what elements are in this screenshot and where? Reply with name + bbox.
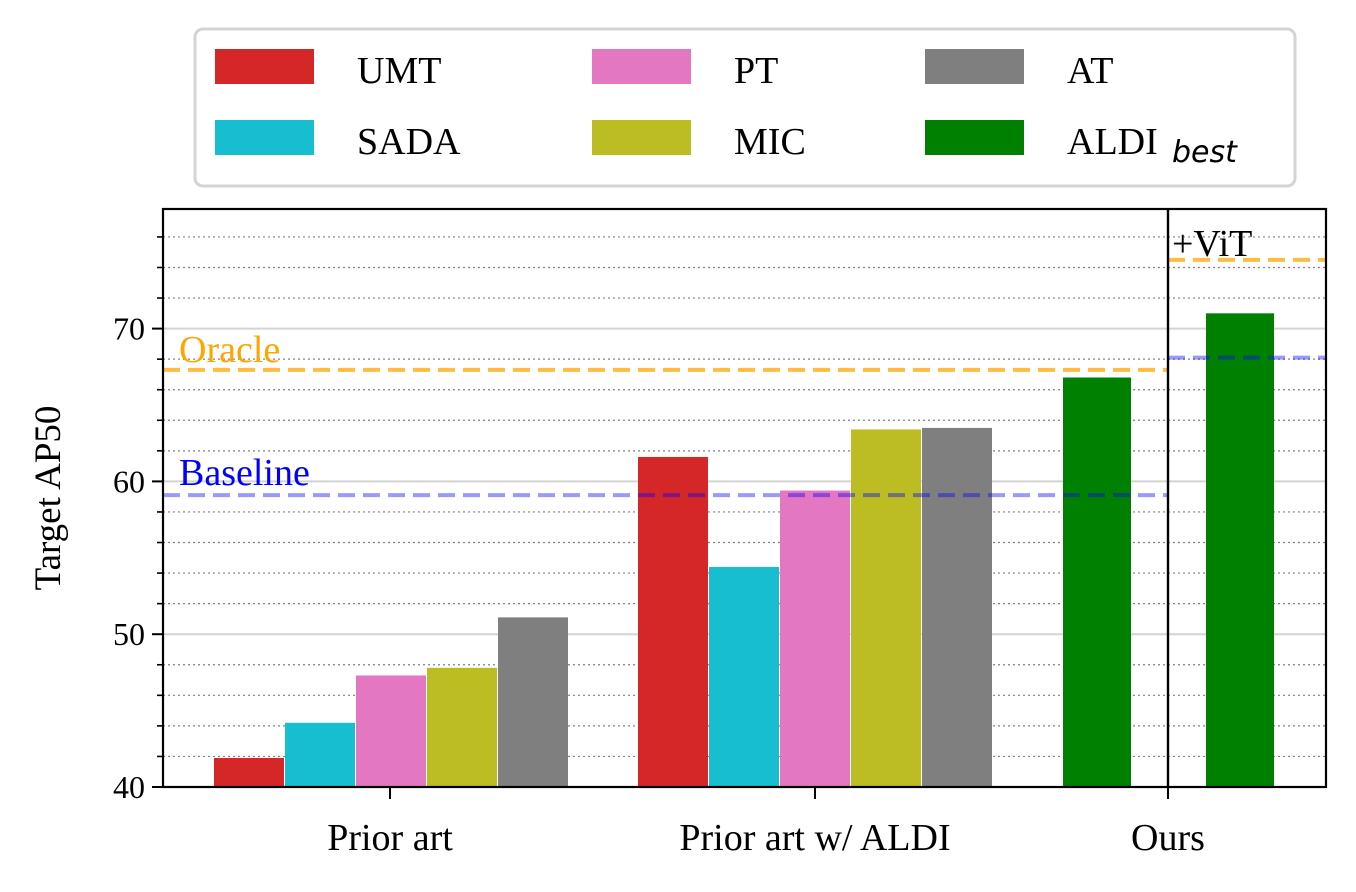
legend-label-at: AT — [1067, 50, 1113, 92]
bars — [214, 313, 1274, 787]
y-tick-label: 40 — [113, 769, 145, 805]
legend-label-pt: PT — [734, 50, 778, 92]
legend-swatch-at — [925, 49, 1024, 84]
x-tick-label: Prior art — [327, 817, 453, 859]
bar-prior-art-mic — [427, 667, 497, 787]
reference-lines — [163, 257, 1326, 498]
bar-prior-art-aldi-umt — [638, 456, 708, 787]
plot-frame — [161, 207, 1328, 789]
legend-swatch-aldi — [925, 120, 1024, 155]
legend-swatch-pt — [592, 49, 691, 84]
legend-label-mic: MIC — [734, 121, 806, 163]
baseline-label: Baseline — [179, 452, 310, 494]
x-tick-label: Ours — [1131, 817, 1205, 859]
bar-prior-art-aldi-pt — [780, 490, 850, 787]
y-tick-label: 70 — [113, 311, 145, 347]
y-axis: 40 50 60 70 — [113, 236, 163, 805]
legend-swatch-umt — [215, 49, 314, 84]
bar-prior-art-sada — [285, 722, 355, 787]
y-tick-label: 60 — [113, 463, 145, 499]
bar-prior-art-pt — [356, 675, 426, 787]
legend-swatch-mic — [592, 120, 691, 155]
bar-ours-aldi-best — [1063, 377, 1131, 787]
legend: UMT SADA PT MIC AT ALDI best — [193, 27, 1297, 188]
legend-label-aldi: ALDI — [1067, 121, 1158, 163]
bar-ours-aldi-best-vit — [1206, 313, 1274, 787]
bar-prior-art-at — [498, 617, 568, 787]
bar-prior-art-aldi-sada — [709, 566, 779, 787]
oracle-label: Oracle — [179, 329, 280, 371]
vit-annotation: +ViT — [1172, 223, 1252, 265]
bar-prior-art-aldi-at — [922, 427, 992, 787]
bar-prior-art-aldi-mic — [851, 429, 921, 787]
y-tick-label: 50 — [113, 616, 145, 652]
legend-swatch-sada — [215, 120, 314, 155]
legend-label-sada: SADA — [357, 121, 461, 163]
y-axis-label: Target AP50 — [28, 406, 69, 591]
bar-prior-art-umt — [214, 757, 284, 787]
x-axis: Prior art Prior art w/ ALDI Ours — [327, 787, 1205, 859]
x-tick-label: Prior art w/ ALDI — [679, 817, 950, 859]
legend-label-subscript: best — [1172, 135, 1238, 170]
legend-label-umt: UMT — [357, 50, 441, 92]
